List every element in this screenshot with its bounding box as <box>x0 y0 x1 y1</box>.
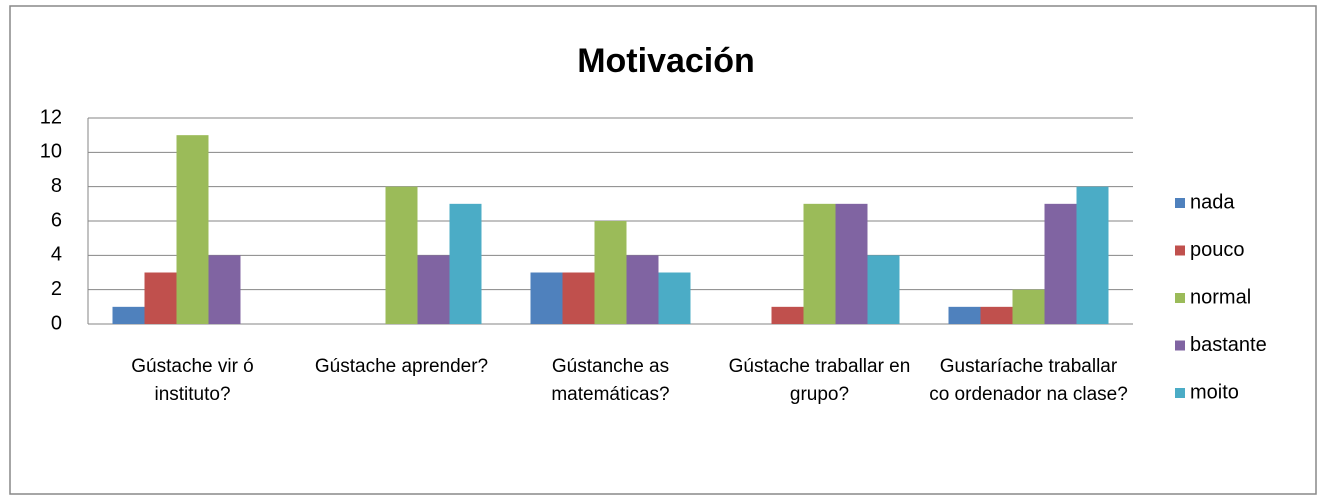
legend-label: pouco <box>1190 239 1245 261</box>
y-tick-label: 4 <box>51 244 62 266</box>
x-tick-label: Gústache traballar en grupo? <box>728 356 911 405</box>
y-tick-label: 10 <box>40 141 62 163</box>
bar <box>530 272 563 324</box>
bar <box>948 306 981 324</box>
bar <box>144 272 177 324</box>
bar <box>112 306 145 324</box>
bar <box>417 255 450 324</box>
bar <box>176 135 209 324</box>
y-tick-label: 8 <box>51 175 62 197</box>
y-tick-label: 6 <box>51 209 62 231</box>
bar <box>1044 203 1077 324</box>
bar <box>626 255 659 324</box>
legend-label: moito <box>1190 381 1239 403</box>
legend-swatch <box>1175 245 1185 256</box>
bar <box>771 306 804 324</box>
x-tick-label: Gustaríache traballar co ordenador na cl… <box>929 356 1128 405</box>
legend-swatch <box>1175 198 1185 208</box>
bar <box>1012 289 1045 324</box>
legend-label: nada <box>1190 191 1235 213</box>
y-tick-label: 2 <box>51 278 62 300</box>
legend-label: normal <box>1190 286 1251 308</box>
bar <box>658 272 691 324</box>
bar <box>1076 186 1109 324</box>
chart-title: Motivación <box>577 42 755 80</box>
x-tick-label: Gústache vir ó instituto? <box>131 356 254 405</box>
bar <box>449 203 482 324</box>
bar <box>803 203 836 324</box>
bar <box>594 221 627 324</box>
bar <box>562 272 595 324</box>
bar <box>867 255 900 324</box>
y-tick-label: 0 <box>51 312 62 334</box>
legend-swatch <box>1175 388 1185 398</box>
bar <box>835 203 868 324</box>
bar <box>208 255 241 324</box>
legend-swatch <box>1175 340 1185 351</box>
x-tick-label: Gústanche as matemáticas? <box>551 356 670 405</box>
x-tick-label: Gústache aprender? <box>314 356 489 377</box>
bar <box>980 306 1013 324</box>
legend-label: bastante <box>1190 334 1267 356</box>
y-tick-label: 12 <box>40 106 62 128</box>
bar <box>385 186 418 324</box>
legend-swatch <box>1175 293 1185 303</box>
